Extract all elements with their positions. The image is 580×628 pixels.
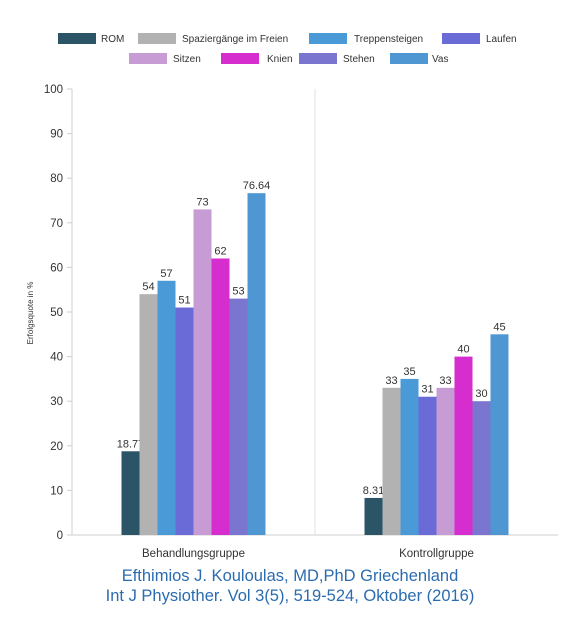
bar (418, 396, 437, 535)
bar (400, 378, 419, 535)
bar (454, 356, 473, 535)
axes: 0 10 20 30 40 50 60 70 80 90 100 Behandlungsgruppe K… (44, 84, 558, 560)
data-label: 8.31 (363, 485, 384, 497)
data-label: 51 (178, 295, 190, 307)
y-tick-label: 90 (50, 129, 63, 141)
data-label: 31 (421, 384, 433, 396)
legend-label: Stehen (343, 54, 375, 65)
legend-swatch (58, 33, 96, 44)
bar (157, 280, 176, 535)
bar (211, 258, 230, 535)
data-label: 62 (214, 245, 226, 257)
bar (247, 193, 266, 535)
citation-author: Efthimios J. Kouloulas, MD,PhD Griechenl… (121, 567, 459, 585)
legend-swatch (138, 33, 176, 44)
data-label: 33 (385, 375, 397, 387)
bar (229, 298, 248, 535)
y-tick-label: 50 (50, 307, 63, 319)
bar (472, 401, 491, 535)
legend-swatch (390, 53, 428, 64)
y-tick-label: 20 (50, 441, 63, 453)
bar-chart: ROM Spaziergänge im Freien Treppensteigen L… (26, 33, 558, 560)
bar (490, 334, 509, 535)
legend-label: Laufen (486, 34, 517, 45)
x-tick-label: Kontrollgruppe (399, 548, 474, 560)
y-tick-label: 60 (50, 262, 63, 274)
legend-label: Vas (432, 54, 449, 65)
bar (193, 209, 212, 536)
data-label: 57 (160, 268, 172, 280)
data-label: 73 (196, 196, 208, 208)
legend-label: Treppensteigen (354, 34, 423, 45)
legend-label: Knien (267, 54, 293, 65)
bar (139, 294, 158, 535)
bar (364, 497, 383, 535)
legend-label: Spaziergänge im Freien (182, 34, 288, 45)
y-axis-label: Erfolgsquote in % (26, 282, 35, 345)
bar (436, 387, 455, 535)
data-label: 18.77 (117, 438, 145, 450)
x-tick-label: Behandlungsgruppe (142, 548, 245, 560)
data-label: 45 (493, 321, 505, 333)
legend-swatch (221, 53, 259, 64)
legend-swatch (442, 33, 480, 44)
y-tick-label: 40 (50, 352, 63, 364)
citation-journal: Int J Physiother. Vol 3(5), 519-524, Okt… (105, 587, 475, 605)
legend-swatch (309, 33, 347, 44)
y-tick-label: 30 (50, 396, 63, 408)
bars: 18.77 54 57 51 73 62 53 76.64 8.31 33 35 31 33 40 30 45 (117, 180, 509, 536)
data-label: 76.64 (243, 180, 271, 192)
legend-label: Sitzen (173, 54, 201, 65)
legend: ROM Spaziergänge im Freien Treppensteigen L… (58, 33, 517, 65)
data-label: 33 (439, 375, 451, 387)
data-label: 35 (403, 366, 415, 378)
data-label: 40 (457, 344, 469, 356)
data-label: 54 (142, 281, 154, 293)
legend-label: ROM (101, 34, 124, 45)
y-tick-label: 0 (57, 530, 63, 542)
y-tick-label: 100 (44, 84, 63, 96)
data-label: 53 (232, 286, 244, 298)
bar (121, 451, 140, 535)
legend-swatch (299, 53, 337, 64)
legend-swatch (129, 53, 167, 64)
y-tick-label: 80 (50, 173, 63, 185)
bar (175, 307, 194, 535)
y-tick-label: 70 (50, 218, 63, 230)
bar (382, 387, 401, 535)
y-tick-label: 10 (50, 485, 63, 497)
data-label: 30 (475, 388, 487, 400)
